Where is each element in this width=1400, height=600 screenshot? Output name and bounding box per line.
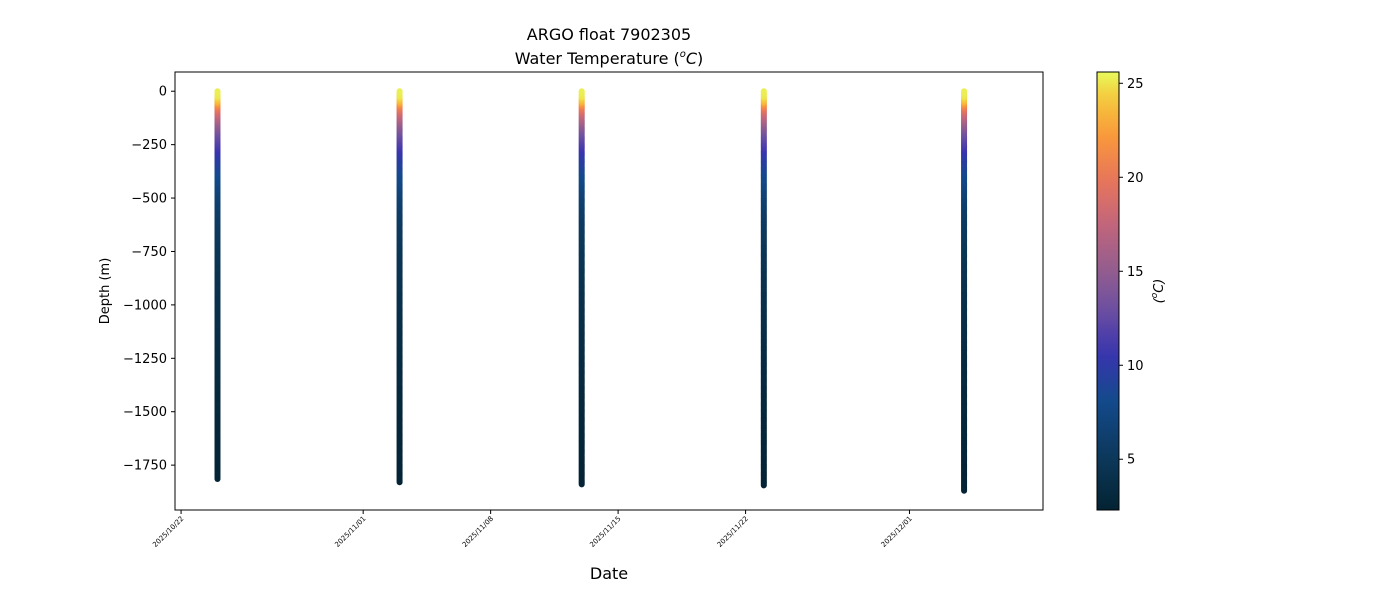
plot-frame <box>174 71 1044 511</box>
plot-marks <box>214 88 968 494</box>
data-point <box>396 88 403 95</box>
data-point <box>961 88 968 95</box>
colorbar-tick-label: 15 <box>1127 265 1144 280</box>
x-tick-label: 2025/10/22 <box>151 515 185 549</box>
subtitle-unit-letter: C <box>686 49 698 68</box>
data-point <box>760 88 767 95</box>
y-tick-label: −250 <box>131 138 167 153</box>
y-tick-label: −1250 <box>123 352 167 367</box>
colorbar-label-close: ) <box>1152 279 1167 285</box>
y-tick-label: −750 <box>131 245 167 260</box>
data-point <box>214 88 221 95</box>
x-axis: 2025/10/22 2025/11/01 2025/11/08 2025/11/15… <box>151 510 914 549</box>
colorbar-label-sup: o <box>1150 292 1160 298</box>
profile-1 <box>214 88 221 482</box>
colorbar-ticks: 5 10 15 20 25 <box>1119 77 1144 468</box>
y-tick-label: −1000 <box>123 298 167 313</box>
colorbar-label: (oC) <box>1150 279 1167 304</box>
colorbar-label-letter: C <box>1152 283 1167 293</box>
colorbar-label-open: ( <box>1152 297 1167 303</box>
chart-title: ARGO float 7902305 <box>527 25 691 44</box>
colorbar-tick-label: 20 <box>1127 171 1144 186</box>
x-tick-label: 2025/11/01 <box>333 515 367 549</box>
profile-3 <box>578 88 585 488</box>
colorbar-tick-label: 5 <box>1127 453 1135 468</box>
y-axis-label: Depth (m) <box>98 258 113 325</box>
x-axis-label: Date <box>590 564 628 583</box>
x-tick-label: 2025/12/01 <box>880 515 914 549</box>
subtitle-text: Water Temperature ( <box>515 49 680 68</box>
y-tick-label: 0 <box>159 85 167 100</box>
subtitle-close: ) <box>697 49 703 68</box>
profile-4 <box>760 88 767 489</box>
y-axis: 0 −250 −500 −750 −1000 −1250 −1500 −1750 <box>123 85 175 474</box>
y-tick-label: −500 <box>131 192 167 207</box>
chart-subtitle: Water Temperature (oC) <box>515 49 704 68</box>
y-tick-label: −1500 <box>123 405 167 420</box>
colorbar <box>1096 71 1120 511</box>
x-tick-label: 2025/11/08 <box>461 515 495 549</box>
x-tick-label: 2025/11/22 <box>716 515 750 549</box>
profile-5 <box>961 88 968 494</box>
colorbar-tick-label: 10 <box>1127 359 1144 374</box>
colorbar-tick-label: 25 <box>1127 77 1144 92</box>
profile-2 <box>396 88 403 486</box>
x-tick-label: 2025/11/15 <box>588 515 622 549</box>
subtitle-degree-sup: o <box>680 49 686 60</box>
data-point <box>578 88 585 95</box>
y-tick-label: −1750 <box>123 459 167 474</box>
